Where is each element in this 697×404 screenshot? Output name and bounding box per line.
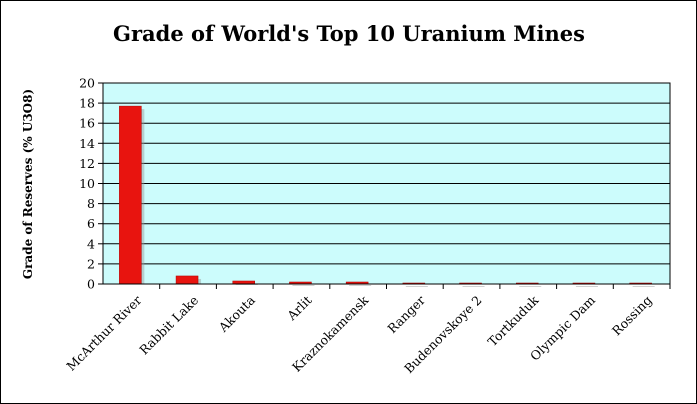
y-tick-label: 4 — [87, 236, 95, 251]
y-tick-label: 14 — [79, 136, 95, 151]
y-tick-label: 12 — [79, 156, 95, 171]
x-tick-label: Rabbit Lake — [136, 293, 201, 358]
y-tick-label: 16 — [79, 116, 95, 131]
bar — [175, 275, 199, 285]
bar-shadow — [349, 284, 372, 286]
bar-shadow — [519, 285, 542, 287]
y-tick-label: 18 — [79, 96, 95, 111]
x-tick-label: Rossing — [609, 293, 655, 339]
y-tick-label: 0 — [87, 277, 95, 292]
y-tick-label: 2 — [87, 256, 95, 271]
y-tick-label: 10 — [79, 176, 95, 191]
x-tick-label: Ranger — [384, 292, 428, 336]
x-tick-label: McArthur River — [63, 293, 144, 374]
y-tick-label: 8 — [87, 196, 95, 211]
x-tick-label: Tortkuduk — [485, 292, 542, 349]
bar-shadow — [405, 285, 428, 287]
bar-shadow — [462, 285, 485, 287]
chart-title: Grade of World's Top 10 Uranium Mines — [113, 21, 585, 46]
bar-shadow — [292, 284, 315, 286]
bar-shadow — [575, 286, 598, 287]
bar — [119, 105, 142, 285]
y-axis-label: Grade of Reserves (% U3O8) — [21, 89, 35, 279]
y-tick-label: 6 — [87, 216, 95, 231]
bar-shadow — [632, 286, 655, 287]
x-tick-label: Arlit — [283, 293, 314, 324]
y-tick-label: 20 — [79, 76, 95, 91]
x-tick-label: Akouta — [215, 292, 258, 335]
